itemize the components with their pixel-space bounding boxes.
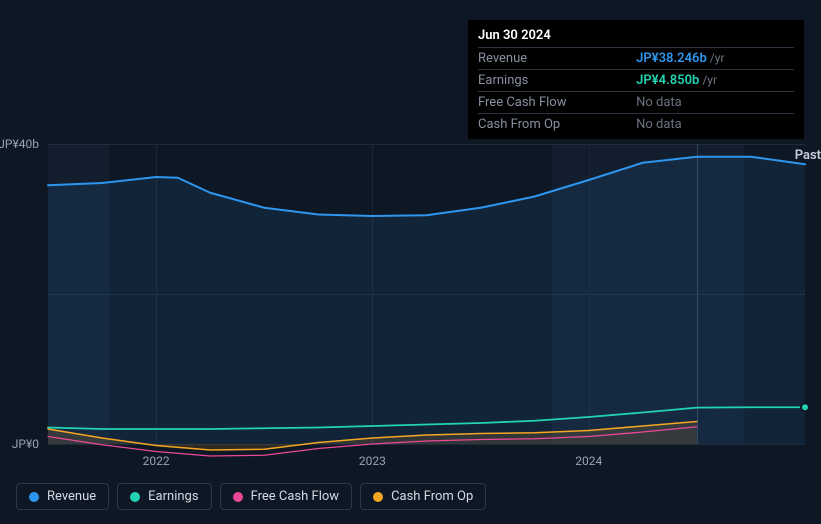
tooltip-row-label: Earnings <box>478 70 636 92</box>
tooltip-row-value: JP¥38.246b/yr <box>636 48 794 70</box>
legend-item-earnings[interactable]: Earnings <box>117 483 211 510</box>
legend-label: Free Cash Flow <box>251 489 339 504</box>
tooltip-row-value: JP¥4.850b/yr <box>636 70 794 92</box>
plot-svg <box>48 144 805 471</box>
tooltip-row-label: Revenue <box>478 48 636 70</box>
series-fill-revenue <box>48 157 805 444</box>
y-axis-label: JP¥0 <box>12 437 39 451</box>
legend-swatch <box>29 492 39 502</box>
series-end-marker <box>801 403 809 411</box>
chart-container: Jun 30 2024 RevenueJP¥38.246b/yrEarnings… <box>0 0 821 524</box>
tooltip-date: Jun 30 2024 <box>478 26 794 47</box>
legend-item-revenue[interactable]: Revenue <box>16 483 109 510</box>
financial-chart[interactable]: JP¥40bJP¥0 202220232024 Past <box>0 118 821 478</box>
legend-item-free-cash-flow[interactable]: Free Cash Flow <box>220 483 352 510</box>
y-axis-label: JP¥40b <box>0 137 39 151</box>
tooltip-table: RevenueJP¥38.246b/yrEarningsJP¥4.850b/yr… <box>478 47 794 135</box>
legend-item-cash-from-op[interactable]: Cash From Op <box>360 483 486 510</box>
legend-swatch <box>373 492 383 502</box>
tooltip-row-label: Free Cash Flow <box>478 92 636 114</box>
legend-swatch <box>233 492 243 502</box>
legend-label: Revenue <box>47 489 96 504</box>
tooltip-row-value: No data <box>636 114 794 136</box>
legend-label: Cash From Op <box>391 489 473 504</box>
legend-label: Earnings <box>148 489 198 504</box>
tooltip-row-label: Cash From Op <box>478 114 636 136</box>
legend: Revenue Earnings Free Cash Flow Cash From O… <box>16 483 486 510</box>
hover-tooltip: Jun 30 2024 RevenueJP¥38.246b/yrEarnings… <box>468 20 804 139</box>
legend-swatch <box>130 492 140 502</box>
tooltip-row-value: No data <box>636 92 794 114</box>
